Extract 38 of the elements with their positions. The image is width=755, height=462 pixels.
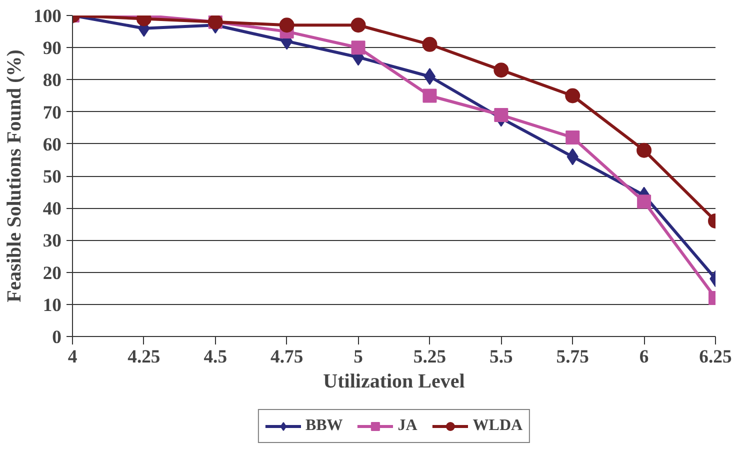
x-tick-label: 6 [639, 346, 649, 368]
y-tick-label: 80 [42, 70, 62, 92]
y-tick-label: 90 [42, 38, 62, 60]
x-tick-label: 5 [354, 346, 363, 368]
y-tick-label: 0 [52, 327, 62, 348]
y-tick-label: 30 [42, 230, 62, 252]
x-axis-title: Utilization Level [323, 370, 466, 392]
point [566, 130, 580, 144]
point [636, 142, 652, 158]
point [351, 40, 366, 55]
legend-label: JA [398, 417, 418, 435]
legend-label: WLDA [472, 417, 523, 435]
y-tick-label: 40 [42, 198, 62, 220]
y-axis-title: Feasible Solutions Found (%) [4, 50, 26, 302]
y-tick-label: 100 [34, 6, 62, 27]
point [350, 18, 366, 33]
x-tick-label: 5.25 [413, 346, 446, 368]
point [494, 62, 509, 78]
point [637, 194, 652, 209]
x-tick-label: 4 [68, 346, 78, 368]
point [279, 18, 294, 33]
point [422, 36, 438, 52]
point [494, 108, 508, 122]
y-tick-label: 10 [42, 294, 62, 316]
x-tick-label: 4.25 [128, 346, 160, 368]
y-tick-label: 60 [42, 134, 62, 156]
point [565, 88, 580, 104]
x-tick-label: 4.75 [270, 346, 304, 368]
y-tick-label: 70 [42, 102, 62, 124]
x-tick-label: 6.25 [699, 346, 732, 368]
point [424, 68, 436, 85]
y-tick-label: 20 [42, 262, 62, 284]
x-tick-label: 5.5 [490, 346, 513, 368]
legend-label: BBW [305, 417, 343, 435]
y-tick-label: 50 [42, 166, 62, 188]
point [422, 88, 437, 103]
x-tick-label: 4.5 [204, 346, 228, 368]
x-tick-label: 5.75 [556, 346, 589, 368]
